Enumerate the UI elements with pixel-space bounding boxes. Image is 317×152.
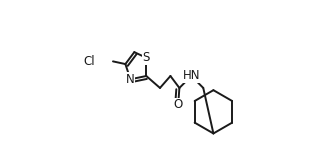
Text: S: S [143,51,150,64]
Text: O: O [174,98,183,111]
Text: Cl: Cl [83,55,95,68]
Text: HN: HN [183,69,200,83]
Text: N: N [126,73,135,86]
